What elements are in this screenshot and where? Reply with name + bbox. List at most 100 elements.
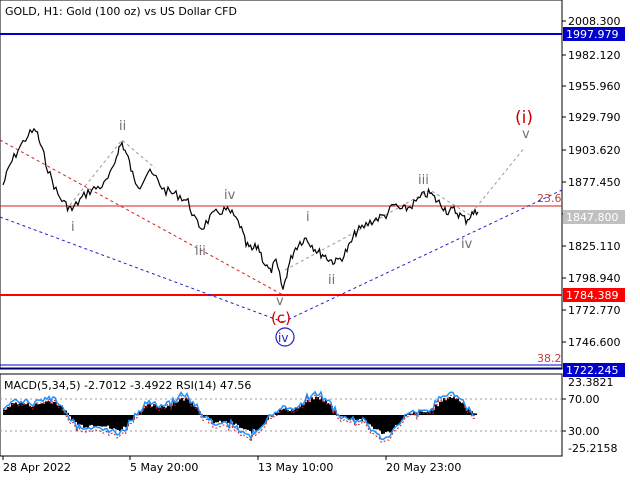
macd-bar <box>193 405 195 415</box>
macd-bar <box>43 403 45 415</box>
macd-bar <box>173 402 175 415</box>
macd-bar <box>205 415 207 417</box>
macd-bar <box>131 415 133 421</box>
wave-label-i-red: (i) <box>515 108 533 128</box>
macd-bar <box>147 404 149 415</box>
macd-bar <box>27 402 29 415</box>
price-tick: 1825.110 <box>568 240 621 253</box>
macd-bar <box>431 408 433 415</box>
macd-bar <box>277 412 279 415</box>
svg-text:1722.245: 1722.245 <box>566 364 619 377</box>
macd-bar <box>215 415 217 423</box>
macd-bar <box>107 415 109 426</box>
macd-bar <box>203 415 205 417</box>
macd-bar <box>445 400 447 415</box>
macd-bar <box>353 415 355 419</box>
macd-bar <box>171 405 173 415</box>
macd-bar <box>233 415 235 425</box>
time-label: 28 Apr 2022 <box>3 461 71 474</box>
macd-bar <box>111 415 113 429</box>
indicator-tick: 23.3821 <box>568 376 614 389</box>
macd-bar <box>75 415 77 423</box>
macd-bar <box>97 415 99 426</box>
macd-bar <box>185 398 187 415</box>
macd-bar <box>459 401 461 415</box>
price-tag-low: 1722.245 <box>563 363 625 377</box>
macd-bar <box>395 415 397 425</box>
macd-bar <box>307 399 309 415</box>
macd-bar <box>235 415 237 424</box>
macd-bar <box>121 415 123 430</box>
macd-bar <box>45 401 47 415</box>
macd-bar <box>155 404 157 415</box>
macd-bar <box>473 413 475 415</box>
macd-bar <box>283 408 285 415</box>
macd-bar <box>33 405 35 415</box>
macd-bar <box>315 396 317 415</box>
macd-bar <box>263 415 265 425</box>
macd-bar <box>197 407 199 415</box>
macd-bar <box>437 406 439 415</box>
macd-bar <box>245 415 247 430</box>
macd-bar <box>95 415 97 427</box>
macd-bar <box>229 415 231 424</box>
macd-bar <box>379 415 381 431</box>
macd-bar <box>113 415 115 429</box>
macd-bar <box>53 401 55 415</box>
price-tick: 1955.960 <box>568 80 621 93</box>
macd-bar <box>287 410 289 415</box>
macd-bar <box>157 406 159 415</box>
macd-bar <box>451 397 453 415</box>
macd-bar <box>93 415 95 427</box>
macd-bar <box>117 415 119 431</box>
macd-bar <box>89 415 91 426</box>
macd-bar <box>331 406 333 415</box>
macd-bar <box>127 415 129 427</box>
price-tag-current: 1847.800 <box>563 210 625 224</box>
blue-trend-line-left[interactable] <box>0 216 284 323</box>
price-axis: 2008.300 1982.120 1955.960 1929.790 1903… <box>562 15 621 349</box>
macd-bar <box>49 401 51 415</box>
wave-label-iii: iii <box>195 244 206 259</box>
indicator-tick: 30.00 <box>568 425 600 438</box>
macd-bar <box>385 415 387 433</box>
price-series[interactable] <box>2 127 479 290</box>
macd-bar <box>461 402 463 415</box>
wave-label-i-mid: i <box>306 210 310 225</box>
macd-bar <box>151 406 153 415</box>
svg-text:1784.389: 1784.389 <box>566 289 619 302</box>
macd-bar <box>275 412 277 415</box>
time-label: 20 May 23:00 <box>386 461 461 474</box>
macd-bar <box>365 415 367 421</box>
macd-bar <box>349 415 351 421</box>
wave-label-iii-top: iii <box>418 173 429 188</box>
wave-label-iv: iv <box>224 188 236 203</box>
macd-bar <box>23 403 25 415</box>
macd-bar <box>435 404 437 415</box>
macd-bar <box>79 415 81 425</box>
macd-bar <box>109 415 111 429</box>
macd-bar <box>59 405 61 415</box>
macd-bar <box>183 400 185 415</box>
macd-bar <box>339 415 341 417</box>
macd-bar <box>41 403 43 415</box>
macd-bar <box>187 399 189 415</box>
price-tick: 1877.450 <box>568 176 621 189</box>
rsi-line <box>2 390 476 441</box>
svg-text:1847.800: 1847.800 <box>566 211 619 224</box>
macd-bar <box>441 401 443 415</box>
macd-bar <box>399 415 401 424</box>
macd-bar <box>397 415 399 426</box>
macd-bar <box>317 397 319 415</box>
macd-bar <box>83 415 85 428</box>
macd-bar <box>413 412 415 415</box>
macd-bar <box>219 415 221 421</box>
macd-bar <box>181 397 183 415</box>
macd-bar <box>253 415 255 430</box>
macd-bar <box>281 409 283 415</box>
macd-bar <box>103 415 105 427</box>
macd-bar <box>207 415 209 417</box>
macd-bar <box>227 415 229 423</box>
macd-bar <box>221 415 223 424</box>
